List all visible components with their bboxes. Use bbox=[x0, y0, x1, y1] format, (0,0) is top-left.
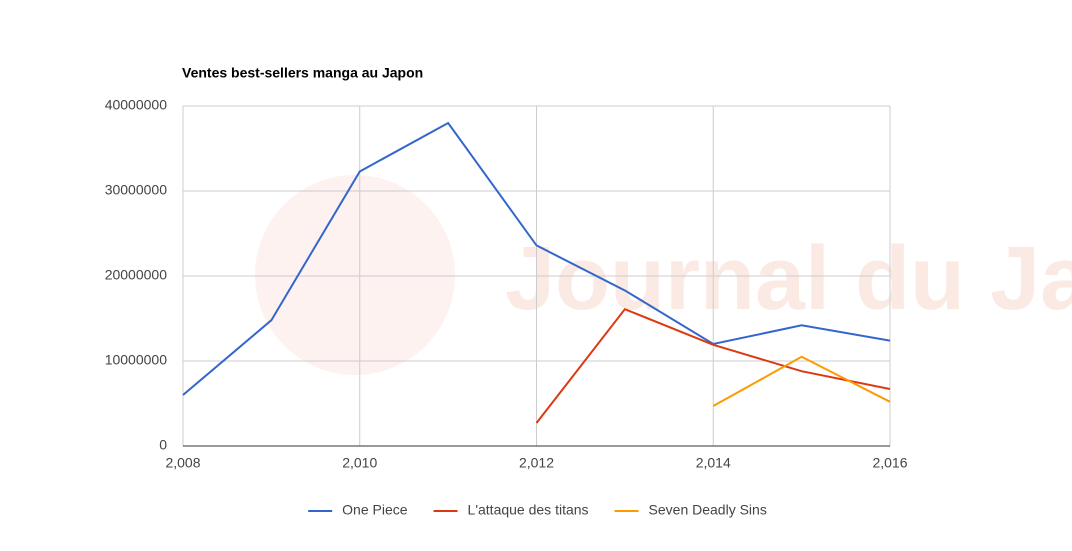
legend-label: Seven Deadly Sins bbox=[649, 502, 767, 518]
y-tick-label: 40000000 bbox=[105, 97, 168, 113]
y-tick-label: 20000000 bbox=[105, 267, 168, 283]
y-tick-label: 10000000 bbox=[105, 352, 168, 368]
chart-title: Ventes best-sellers manga au Japon bbox=[182, 65, 423, 81]
x-tick-label: 2,016 bbox=[872, 455, 907, 471]
legend-label: L'attaque des titans bbox=[468, 502, 589, 518]
y-tick-label: 30000000 bbox=[105, 182, 168, 198]
x-tick-label: 2,010 bbox=[342, 455, 377, 471]
series-line bbox=[712, 355, 891, 407]
legend-label: One Piece bbox=[342, 502, 408, 518]
x-tick-label: 2,012 bbox=[519, 455, 554, 471]
series-line bbox=[535, 307, 891, 424]
y-tick-label: 0 bbox=[159, 437, 167, 453]
watermark-logo bbox=[255, 175, 455, 375]
x-tick-label: 2,008 bbox=[165, 455, 200, 471]
x-tick-label: 2,014 bbox=[696, 455, 731, 471]
watermark: Journal du Japon bbox=[505, 229, 1072, 329]
series-line bbox=[182, 121, 891, 396]
